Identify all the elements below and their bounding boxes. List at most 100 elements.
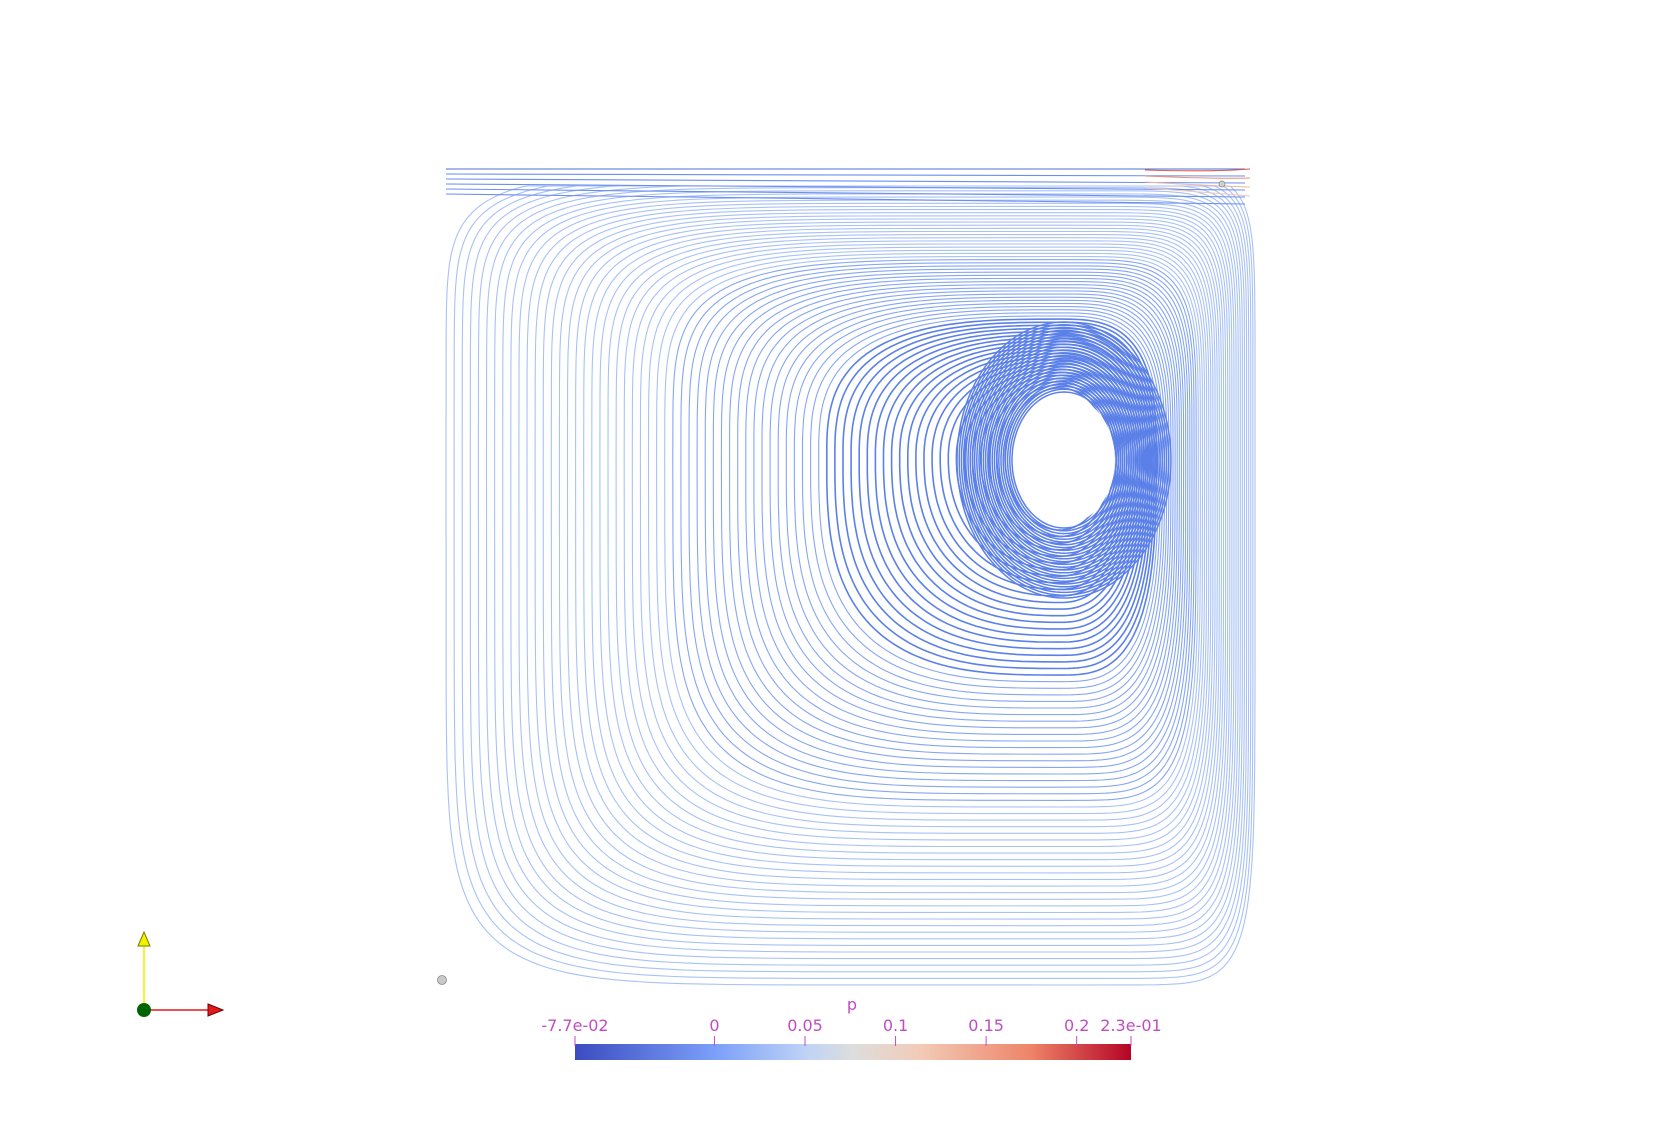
lid-streamline-high-pressure [1144,175,1251,179]
streamline [826,318,1157,676]
streamline [583,224,1220,874]
core-streamline [965,332,1163,588]
core-streamline [993,368,1135,552]
streamline [550,212,1229,900]
core-streamline [1004,382,1124,538]
streamline [461,185,1252,973]
streamline [639,246,1206,828]
streamline [753,290,1176,735]
core-streamline [962,329,1166,591]
scalar-bar-tick-label: 0.2 [1064,1016,1089,1035]
streamline [664,255,1199,808]
core-streamline [980,352,1148,568]
scalar-bar-tick-label: 0.1 [883,1016,908,1035]
streamline [720,277,1185,762]
core-streamline [989,363,1139,557]
x-axis-arrow-icon [207,1003,225,1017]
lid-streamline [445,173,1246,177]
streamline [834,321,1155,670]
streamline [696,268,1191,782]
axes-origin-sphere [137,1003,151,1017]
core-streamline [967,335,1161,585]
streamline [712,274,1187,768]
streamline [591,227,1218,867]
core-streamline [958,324,1170,596]
streamline [607,234,1214,854]
lid-streamline-high-pressure [1144,168,1251,172]
core-streamline [1009,388,1119,532]
lid-streamline-high-pressure [1144,181,1251,188]
streamline [785,302,1168,709]
streamline [477,185,1248,960]
scalar-bar-tick-label: 0.05 [787,1016,823,1035]
streamline [688,265,1193,788]
core-streamline [982,354,1146,566]
lid-streamline-high-pressure [1144,187,1251,197]
streamline [647,249,1204,821]
streamline [842,324,1153,663]
streamline [615,237,1212,848]
core-streamline [978,349,1150,571]
streamline [510,196,1239,933]
core-streamline [969,338,1159,582]
streamline [526,202,1235,920]
streamline [704,271,1189,775]
lid-streamline [445,183,1246,191]
streamline [915,352,1134,604]
streamline [656,252,1201,815]
streamline [542,209,1231,907]
streamline [680,262,1195,795]
scalar-bar-title: p [847,995,857,1014]
streamline [818,315,1159,683]
core-streamline [1011,391,1117,529]
streamline [469,185,1250,966]
streamline [777,299,1170,716]
scalar-bar-tick-label: 0.15 [968,1016,1004,1035]
lid-streamlines [445,168,1251,205]
core-streamline [995,371,1133,549]
lid-streamline [445,188,1246,198]
streamline [988,380,1115,544]
scalar-bar: p -7.7e-02 0 0.05 0.1 0.15 0.2 2.3e-01 [541,995,1162,1060]
streamline [761,293,1174,729]
streamline [558,215,1227,894]
streamline [631,243,1208,834]
streamline [745,287,1178,742]
streamline [623,240,1210,841]
core-streamline [956,321,1172,599]
scalar-bar-ticks: -7.7e-02 0 0.05 0.1 0.15 0.2 2.3e-01 [541,1016,1162,1046]
lid-streamline [445,178,1246,184]
streamline [575,221,1222,881]
scalar-bar-gradient [575,1044,1131,1060]
streamline [882,340,1143,630]
core-streamline [973,343,1155,577]
seed-sphere-top-right [1218,180,1226,188]
streamline [810,312,1161,689]
core-streamline [987,360,1141,560]
streamline [518,199,1237,927]
orientation-axes [137,930,225,1017]
core-streamline [1000,377,1128,543]
scalar-bar-tick-label: -7.7e-02 [541,1016,608,1035]
core-streamline [998,374,1130,546]
streamlines [445,185,1256,986]
streamline [672,259,1197,801]
streamline [858,330,1149,650]
streamline [494,190,1243,946]
streamline [907,349,1136,610]
core-streamline [971,340,1157,580]
streamline [793,306,1166,702]
core-streamline [976,346,1152,574]
core-streamline [1002,380,1126,540]
streamline [566,218,1225,887]
core-streamline [1006,385,1122,535]
scalar-bar-tick-label: 0 [709,1016,719,1035]
streamline [737,284,1180,749]
streamline [485,187,1246,953]
lid-streamline [445,193,1246,205]
streamline [729,281,1182,755]
streamline [502,193,1241,940]
vortex-core [1015,396,1115,524]
seed-sphere-bottom-left [437,975,447,985]
